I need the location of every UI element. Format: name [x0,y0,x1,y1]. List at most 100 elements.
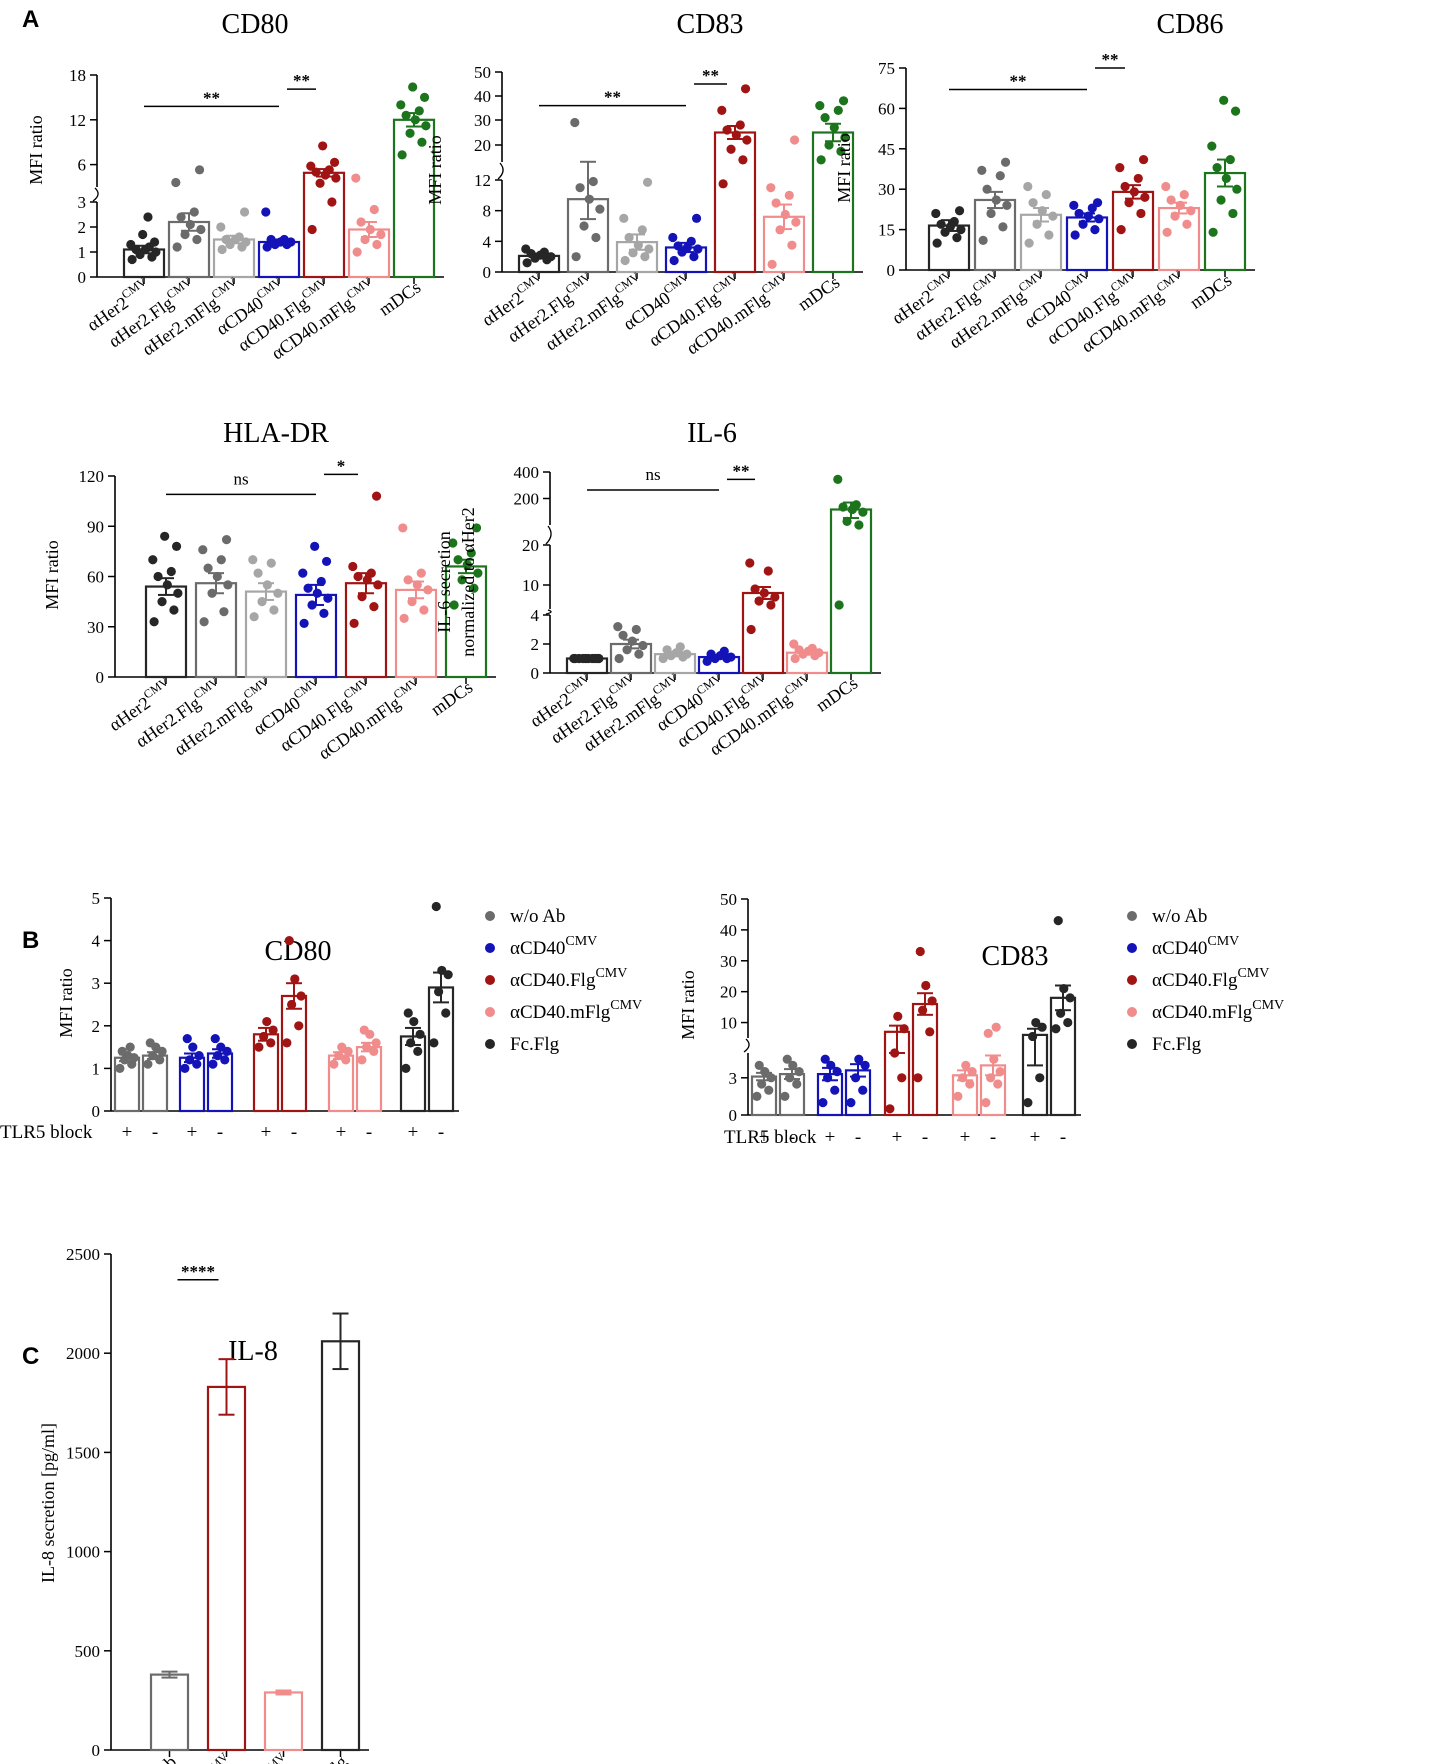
data-point [155,1055,165,1065]
data-point [1032,219,1042,229]
legend-marker [485,1039,495,1049]
y-tick-label: 1500 [66,1443,100,1462]
data-point [221,535,232,545]
data-point [854,520,864,530]
data-point [890,1048,900,1058]
data-point [571,252,581,262]
data-point [182,1033,192,1044]
data-point [349,618,359,629]
data-point [473,568,483,578]
bar [973,198,1017,272]
data-point [851,1073,861,1083]
legend-entry: αCD40.mFlgCMV [1152,998,1284,1023]
legend-marker [485,1007,495,1017]
y-tick-label: 3 [78,193,87,212]
data-point [766,600,776,610]
data-point [259,1031,269,1042]
data-point [1074,208,1084,219]
data-point [1031,1017,1041,1028]
data-point [750,584,760,594]
category-label-sup: CMV [661,269,692,296]
data-point [376,229,386,240]
data-point [927,996,937,1006]
data-point [360,234,370,245]
y-tick-label: 0 [78,268,87,287]
legend-entry: αCD40CMV [510,934,597,959]
legend-marker [1127,1007,1137,1017]
data-point [977,165,987,175]
data-point [1170,211,1180,221]
category-label-sup: CMV [209,274,240,301]
data-point [234,232,244,242]
data-point [423,585,433,595]
data-point [746,624,756,635]
data-point [353,571,363,582]
category-label-sup: CMV [710,269,741,296]
data-point [915,946,925,957]
data-point [282,1038,292,1048]
data-point [151,247,161,257]
data-point [1023,1098,1033,1108]
y-tick-label: 2000 [66,1344,100,1363]
data-point [613,622,623,632]
data-point [619,213,629,223]
data-point [399,613,409,623]
data-point [967,1067,977,1077]
data-point [306,161,316,171]
data-point [1041,189,1051,200]
data-point [591,232,601,243]
data-point [172,242,182,252]
data-point [570,117,580,128]
data-point [1208,227,1218,237]
data-point [826,1060,836,1070]
data-point [1051,1024,1061,1034]
data-point [417,137,427,147]
y-axis-label: MFI ratio [425,135,445,205]
data-point [398,523,408,533]
data-point [248,555,258,565]
data-point [834,600,844,610]
tlr5-sign: - [217,1122,223,1143]
significance-label: ** [733,461,750,480]
data-point [365,224,375,235]
data-point [1115,163,1125,173]
data-point [421,121,431,131]
tlr5-sign: + [187,1122,198,1143]
category-label-text: mDCs [812,673,861,716]
data-point [401,110,411,120]
bar [829,508,873,675]
category-label-sup: CMV [694,670,725,697]
data-point [885,1104,895,1114]
category-label-sup: CMV [612,269,643,296]
data-point [403,575,413,585]
data-point [290,974,300,984]
data-point [341,1055,351,1065]
chart-title: CD80 [265,936,332,967]
data-point [372,239,382,250]
data-point [1070,230,1080,240]
y-tick-label: 4 [531,606,540,625]
data-point [312,588,322,598]
tlr5-sign: - [366,1122,372,1143]
data-point [1092,198,1103,208]
data-point [952,233,962,243]
data-point [787,240,797,250]
data-point [1037,206,1047,216]
data-point [351,173,361,183]
y-tick-label: 30 [720,952,737,971]
data-point [789,639,799,649]
data-point [719,646,729,656]
y-tick-label: 3 [92,974,101,993]
y-tick-label: 6 [78,156,87,175]
data-point [356,217,366,227]
data-point [462,560,472,570]
data-point [764,1085,774,1095]
y-tick-label: 40 [474,87,491,106]
data-point [203,563,213,573]
category-label: mDCs [812,673,861,716]
significance-label: ns [233,469,248,488]
category-label-sup: CMV [191,674,222,701]
chart-title: HLA-DR [223,418,329,449]
